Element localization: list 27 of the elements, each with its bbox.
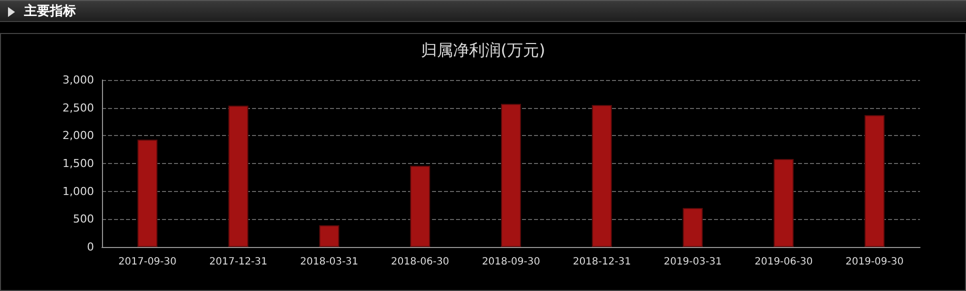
chart-title: 归属净利润(万元) (420, 40, 546, 60)
x-tick-label: 2018-09-30 (482, 256, 540, 268)
y-tick-label: 500 (73, 212, 94, 226)
x-tick-label: 2019-03-31 (664, 256, 722, 268)
bar (864, 115, 885, 247)
bar (228, 106, 248, 247)
y-tick-label: 1,500 (62, 157, 94, 170)
x-tick-label: 2017-09-30 (118, 256, 177, 268)
x-tick-label: 2018-06-30 (391, 256, 450, 268)
x-tick-label: 2018-03-31 (300, 256, 358, 268)
y-tick-label: 2,000 (62, 129, 94, 142)
x-tick-label: 2017-12-31 (209, 256, 268, 268)
x-tick-label: 2019-06-30 (754, 256, 813, 268)
text: 主要指标 (24, 4, 76, 20)
x-tick-label: 2018-12-31 (572, 256, 631, 268)
bar (410, 166, 430, 247)
bar (137, 140, 158, 247)
bar (774, 159, 794, 247)
y-tick-label: 3,000 (62, 74, 94, 86)
bar (501, 104, 521, 247)
bar (682, 208, 703, 247)
bar (592, 105, 612, 247)
y-tick-label: 1,000 (62, 184, 94, 198)
x-tick-label: 2019-09-30 (845, 256, 904, 268)
y-tick-label: 0 (87, 240, 94, 254)
bar (319, 225, 340, 247)
y-tick-label: 2,500 (62, 101, 94, 114)
